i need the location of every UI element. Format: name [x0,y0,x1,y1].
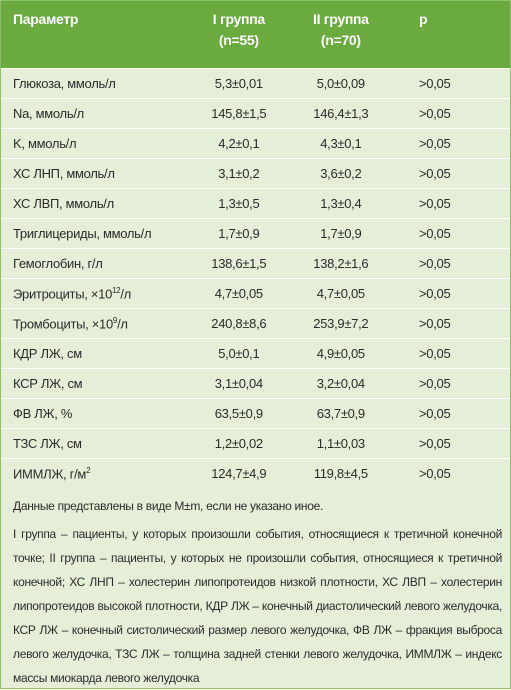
table: Параметр I группа (n=55) II группа (n=70) … [1,1,510,488]
note: Данные представлены в виде M±m, если не … [13,499,324,513]
header-cell: Параметр [1,1,189,69]
table-row: Триглицериды, ммоль/л 1,7±0,9 1,7±0,9 >0,05 [1,218,510,249]
table-row: ИММЛЖ, г/м2 124,7±4,9 119,8±4,5 >0,05 [1,458,510,488]
table-cell: >0,05 [393,278,510,309]
table-cell: >0,05 [393,188,510,219]
notes: Данные представлены в виде M±m, если не … [1,488,510,690]
table-cell: 63,7±0,9 [288,398,393,429]
table-cell: ХС ЛНП, ммоль/л [1,158,189,189]
cell-text: Эритроциты, ×10 [13,286,113,302]
table-cell: >0,05 [393,428,510,459]
table-cell: 3,1±0,2 [189,158,289,189]
table-cell: КДР ЛЖ, см [1,338,189,369]
table-cell: Эритроциты, ×1012/л [1,278,189,309]
header-cell: I группа (n=55) [189,1,289,69]
table-cell: >0,05 [393,338,510,369]
table-cell: Триглицериды, ммоль/л [1,218,189,249]
table-row: K, ммоль/л 4,2±0,1 4,3±0,1 >0,05 [1,128,510,159]
table-row: Na, ммоль/л 145,8±1,5 146,4±1,3 >0,05 [1,98,510,129]
header-text: I группа [212,11,265,27]
table-cell: 4,3±0,1 [288,128,393,159]
table-row: ХС ЛНП, ммоль/л 3,1±0,2 3,6±0,2 >0,05 [1,158,510,189]
table-body: Глюкоза, ммоль/л 5,3±0,01 5,0±0,09 >0,05 Na,… [1,68,510,488]
table-cell: >0,05 [393,398,510,429]
table-cell: >0,05 [393,158,510,189]
table-cell: 146,4±1,3 [288,98,393,129]
table-cell: ТЗС ЛЖ, см [1,428,189,459]
table-row: КСР ЛЖ, см 3,1±0,04 3,2±0,04 >0,05 [1,368,510,399]
table-cell: >0,05 [393,308,510,339]
table-cell: 4,7±0,05 [189,278,289,309]
header-text: II группа [312,11,369,27]
table-cell: Na, ммоль/л [1,98,189,129]
table-cell: 253,9±7,2 [288,308,393,339]
header-cell: II группа (n=70) [288,1,393,69]
table-row: Тромбоциты, ×109/л 240,8±8,6 253,9±7,2 >0,0… [1,308,510,339]
table-cell: 4,7±0,05 [288,278,393,309]
table-cell: 5,0±0,1 [189,338,289,369]
table-cell: >0,05 [393,68,510,99]
table-row: Гемоглобин, г/л 138,6±1,5 138,2±1,6 >0,05 [1,248,510,279]
superscript: 2 [86,465,91,475]
table-cell: 3,1±0,04 [189,368,289,399]
table-cell: 1,7±0,9 [288,218,393,249]
table-cell: >0,05 [393,368,510,399]
table-cell: 63,5±0,9 [189,398,289,429]
note: I группа – пациенты, у которых произошли… [13,527,502,685]
table-cell: 1,7±0,9 [189,218,289,249]
table-cell: 1,3±0,5 [189,188,289,219]
cell-text: /л [120,286,131,302]
table-cell: Глюкоза, ммоль/л [1,68,189,99]
table-cell: 4,9±0,05 [288,338,393,369]
header-text: (n=55) [218,32,259,48]
table-row: КДР ЛЖ, см 5,0±0,1 4,9±0,05 >0,05 [1,338,510,369]
header-cell: p [393,1,510,69]
table-cell: 119,8±4,5 [288,458,393,488]
cell-text: /л [117,316,128,332]
table-header: Параметр I группа (n=55) II группа (n=70) … [1,1,510,69]
table-cell: 5,3±0,01 [189,68,289,99]
table-cell: ФВ ЛЖ, % [1,398,189,429]
cell-text: ИММЛЖ, г/м [13,466,87,482]
header-text: (n=70) [320,32,361,48]
table-cell: Гемоглобин, г/л [1,248,189,279]
table-cell: 138,6±1,5 [189,248,289,279]
table-cell: >0,05 [393,218,510,249]
table-cell: K, ммоль/л [1,128,189,159]
table-row: ФВ ЛЖ, % 63,5±0,9 63,7±0,9 >0,05 [1,398,510,429]
table-cell: КСР ЛЖ, см [1,368,189,399]
table-row: ТЗС ЛЖ, см 1,2±0,02 1,1±0,03 >0,05 [1,428,510,459]
table-row: ХС ЛВП, ммоль/л 1,3±0,5 1,3±0,4 >0,05 [1,188,510,219]
table-cell: 1,1±0,03 [288,428,393,459]
superscript: 9 [112,315,118,325]
table-cell: ИММЛЖ, г/м2 [1,458,189,488]
table-cell: >0,05 [393,98,510,129]
table-cell: 138,2±1,6 [288,248,393,279]
table-cell: ХС ЛВП, ммоль/л [1,188,189,219]
table-cell: 240,8±8,6 [189,308,289,339]
table-cell: 124,7±4,9 [189,458,289,488]
table-cell: 4,2±0,1 [189,128,289,159]
table-cell: Тромбоциты, ×109/л [1,308,189,339]
superscript: 12 [112,285,121,295]
table-cell: 3,6±0,2 [288,158,393,189]
cell-text: Тромбоциты, ×10 [13,316,113,332]
table-cell: >0,05 [393,128,510,159]
table-row: Глюкоза, ммоль/л 5,3±0,01 5,0±0,09 >0,05 [1,68,510,99]
table-row: Эритроциты, ×1012/л 4,7±0,05 4,7±0,05 >0,05 [1,278,510,309]
table-cell: >0,05 [393,458,510,488]
table-cell: 3,2±0,04 [288,368,393,399]
table-cell: 145,8±1,5 [189,98,289,129]
table-cell: 5,0±0,09 [288,68,393,99]
table-cell: 1,3±0,4 [288,188,393,219]
table-cell: >0,05 [393,248,510,279]
table-cell: 1,2±0,02 [189,428,289,459]
